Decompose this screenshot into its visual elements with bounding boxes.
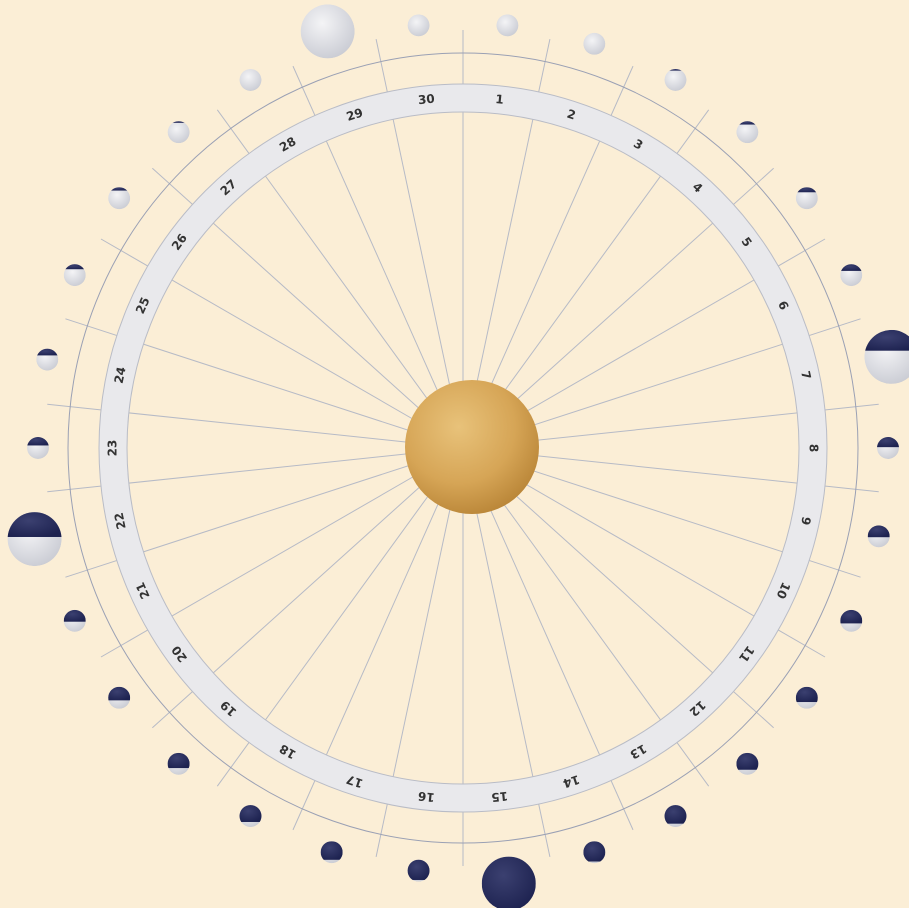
moon: [840, 609, 863, 632]
moon: [167, 752, 190, 775]
moon: [320, 841, 343, 864]
moon-shadow: [795, 686, 818, 703]
moon-light: [63, 264, 86, 287]
moon-shadow: [36, 348, 59, 356]
moon-shadow: [795, 187, 818, 193]
day-label: 16: [417, 789, 435, 805]
moon-shadow: [239, 805, 262, 822]
day-label: 21: [133, 580, 153, 601]
moon: [840, 264, 863, 287]
day-label: 1: [495, 92, 505, 107]
moon: [736, 752, 759, 775]
moon-light: [736, 121, 759, 144]
moon-shadow: [664, 68, 687, 71]
moon-shadow: [840, 264, 863, 271]
moon-shadow: [63, 609, 86, 622]
moon-shadow: [167, 121, 190, 123]
moon-light: [167, 121, 190, 144]
moon-shadow: [63, 264, 86, 270]
moon: [108, 187, 131, 210]
moon-shadow: [840, 609, 863, 624]
moon-shadow: [320, 841, 343, 860]
moon-light: [300, 4, 355, 59]
ring-inner-edge: [126, 111, 800, 785]
moon-shadow: [27, 437, 49, 446]
day-label: 10: [773, 580, 793, 601]
moon-light: [664, 68, 687, 91]
moon: [795, 686, 818, 709]
day-label: 23: [106, 440, 120, 457]
moon: [583, 32, 606, 55]
day-label: 9: [798, 515, 813, 526]
day-label: 30: [417, 92, 435, 108]
moon-shadow: [736, 121, 759, 125]
moon: [864, 329, 909, 384]
moon-light: [108, 187, 131, 210]
day-label: 15: [491, 789, 509, 805]
moon: [664, 68, 687, 91]
moon: [795, 187, 818, 210]
day-label: 14: [561, 772, 581, 790]
moon: [736, 121, 759, 144]
moon: [63, 264, 86, 287]
moon: [239, 805, 262, 828]
moon: [481, 856, 536, 908]
moon-light: [795, 187, 818, 210]
moon-shadow: [108, 686, 131, 701]
moon: [167, 121, 190, 144]
outer-circle: [67, 52, 859, 844]
moon: [63, 609, 86, 632]
moon: [407, 859, 430, 882]
moon-shadow: [407, 859, 430, 880]
moon: [583, 841, 606, 864]
day-label: 25: [133, 295, 153, 316]
moon-shadow: [167, 752, 190, 769]
moon-shadow: [736, 752, 759, 770]
moon-light: [583, 32, 606, 55]
day-label: 24: [112, 366, 129, 385]
day-label: 22: [112, 511, 129, 530]
moon: [239, 68, 262, 91]
moon: [664, 805, 687, 828]
moon: [877, 437, 899, 459]
sun: [405, 380, 539, 514]
moon: [867, 525, 890, 548]
moon-shadow: [481, 856, 536, 908]
day-label: 7: [798, 370, 813, 381]
moon-shadow: [877, 437, 899, 448]
moon-light: [496, 14, 519, 37]
moon-shadow: [664, 805, 687, 824]
moon-shadow: [867, 525, 890, 538]
moon-light: [239, 68, 262, 91]
day-label: 2: [565, 107, 577, 123]
day-ring: [99, 84, 827, 812]
day-label: 29: [345, 105, 365, 123]
moon-shadow: [108, 187, 131, 191]
moon-shadow: [583, 841, 606, 862]
moon-shadow: [864, 329, 909, 351]
moon: [108, 686, 131, 709]
moon: [407, 14, 430, 37]
ring-outer-edge: [98, 83, 828, 813]
moon: [300, 4, 355, 59]
day-label: 17: [345, 772, 365, 790]
moon: [27, 437, 49, 459]
moon-light: [407, 14, 430, 37]
day-label: 8: [807, 444, 821, 452]
moon: [7, 512, 62, 567]
moon: [36, 348, 59, 371]
moon: [496, 14, 519, 37]
